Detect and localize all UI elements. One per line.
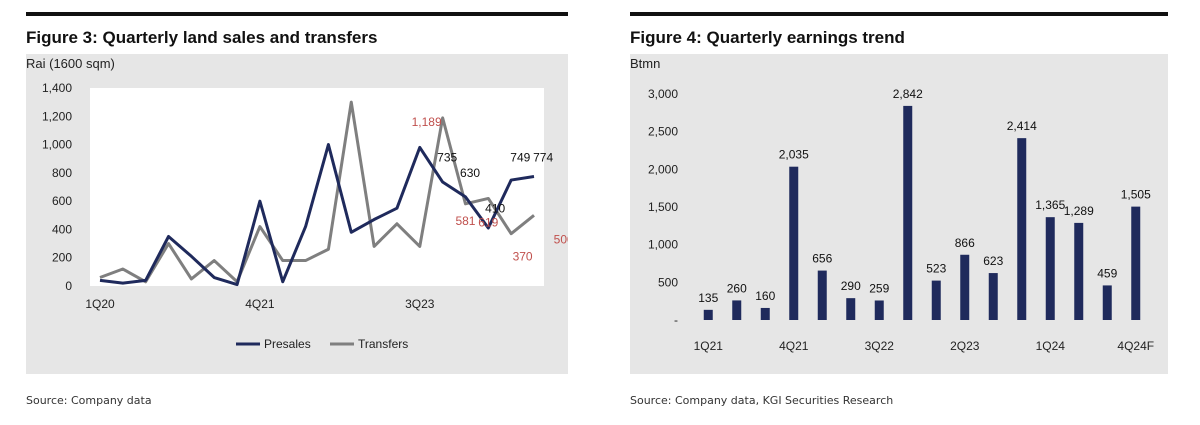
bar-chart: - 500 1,000 1,500 2,000 2,500 3,000 135 260 160 2,… <box>648 87 1154 353</box>
y-tick-label: 2,500 <box>648 125 678 139</box>
figure-4-title: Figure 4: Quarterly earnings trend <box>630 28 905 47</box>
bar <box>903 105 913 320</box>
figure-3-unit-label: Rai (1600 sqm) <box>26 56 115 71</box>
bar-value-label: 2,414 <box>1007 119 1037 133</box>
data-label: 749 <box>510 151 530 165</box>
bar-value-label: 259 <box>869 281 889 295</box>
bar <box>703 309 713 320</box>
bar <box>960 254 970 320</box>
bar-value-label: 1,505 <box>1121 188 1151 202</box>
bar <box>1131 206 1141 320</box>
y-tick-label: 0 <box>65 279 72 293</box>
bar <box>1102 285 1112 320</box>
y-tick-label: 1,400 <box>42 81 72 95</box>
bar <box>874 300 884 320</box>
bar <box>817 270 827 320</box>
series-line-presales <box>99 143 535 287</box>
figure-3-panel: Figure 3: Quarterly land sales and trans… <box>26 12 574 407</box>
data-label: 1,189 <box>412 115 442 129</box>
top-rule <box>26 12 568 16</box>
bar <box>1074 222 1084 320</box>
bar <box>760 307 770 320</box>
bar-value-label: 1,365 <box>1035 198 1065 212</box>
data-label: 630 <box>460 166 480 180</box>
bar <box>988 273 998 320</box>
bar-value-label: 1,289 <box>1064 204 1094 218</box>
figure-4-source: Source: Company data, KGI Securities Res… <box>630 394 894 407</box>
bar <box>931 280 941 320</box>
y-tick-label: 1,500 <box>648 200 678 214</box>
data-label: 410 <box>485 201 505 215</box>
y-tick-label: 400 <box>52 222 72 236</box>
x-tick-label: 4Q21 <box>779 339 809 353</box>
bar-value-label: 260 <box>727 281 747 295</box>
data-label: 500 <box>554 233 568 247</box>
figure-3-source: Source: Company data <box>26 394 152 407</box>
bar-value-label: 2,035 <box>779 148 809 162</box>
x-tick-label: 3Q22 <box>865 339 895 353</box>
bar-value-label: 459 <box>1097 266 1117 280</box>
bar <box>732 300 742 320</box>
line-chart: 0 200 400 600 800 1,000 1,200 1,400 1Q20 4Q21 3Q23… <box>42 81 574 351</box>
figure-4-unit-label: Btmn <box>630 56 661 71</box>
figure-4-chart-area: Btmn - 500 1,000 1,500 2,000 2,500 3,000 135 260… <box>630 54 1168 374</box>
x-tick-label: 3Q23 <box>405 297 435 311</box>
bar-value-label: 135 <box>698 291 718 305</box>
y-tick-label: 3,000 <box>648 87 678 101</box>
bar <box>789 166 799 320</box>
figure-3-title: Figure 3: Quarterly land sales and trans… <box>26 28 378 47</box>
bar-value-label: 160 <box>755 289 775 303</box>
legend-label-presales: Presales <box>264 337 311 351</box>
data-label: 619 <box>478 216 498 230</box>
y-tick-label: 2,000 <box>648 162 678 176</box>
series-line-transfers <box>99 100 535 284</box>
figure-4-panel: Figure 4: Quarterly earnings trend Btmn … <box>630 12 1168 407</box>
y-tick-label: 200 <box>52 251 72 265</box>
x-tick-label: 1Q20 <box>85 297 115 311</box>
bar-value-label: 656 <box>812 252 832 266</box>
x-tick-label: 4Q21 <box>245 297 275 311</box>
bar-value-label: 866 <box>955 236 975 250</box>
y-tick-label: 600 <box>52 194 72 208</box>
x-tick-label: 4Q24F <box>1117 339 1154 353</box>
y-tick-label: 500 <box>658 275 678 289</box>
bar-value-label: 623 <box>983 254 1003 268</box>
bar-value-label: 290 <box>841 279 861 293</box>
y-tick-label: 1,200 <box>42 109 72 123</box>
x-tick-label: 1Q24 <box>1036 339 1066 353</box>
data-label: 370 <box>513 250 533 264</box>
data-label: 581 <box>455 214 475 228</box>
bar <box>1017 138 1027 320</box>
data-label: 774 <box>533 151 553 165</box>
bar-value-label: 523 <box>926 262 946 276</box>
data-label: 735 <box>437 151 457 165</box>
top-rule <box>630 12 1168 16</box>
bar-value-label: 2,842 <box>893 87 923 101</box>
x-tick-label: 1Q21 <box>694 339 724 353</box>
y-tick-label: - <box>674 313 678 327</box>
bar <box>1045 217 1055 320</box>
legend-label-transfers: Transfers <box>358 337 408 351</box>
figure-3-chart-area: Rai (1600 sqm) 0 200 400 600 800 1,000 1,200 1,… <box>26 54 574 374</box>
y-tick-label: 1,000 <box>42 138 72 152</box>
bar <box>846 298 856 320</box>
y-tick-label: 1,000 <box>648 238 678 252</box>
y-tick-label: 800 <box>52 166 72 180</box>
x-tick-label: 2Q23 <box>950 339 980 353</box>
